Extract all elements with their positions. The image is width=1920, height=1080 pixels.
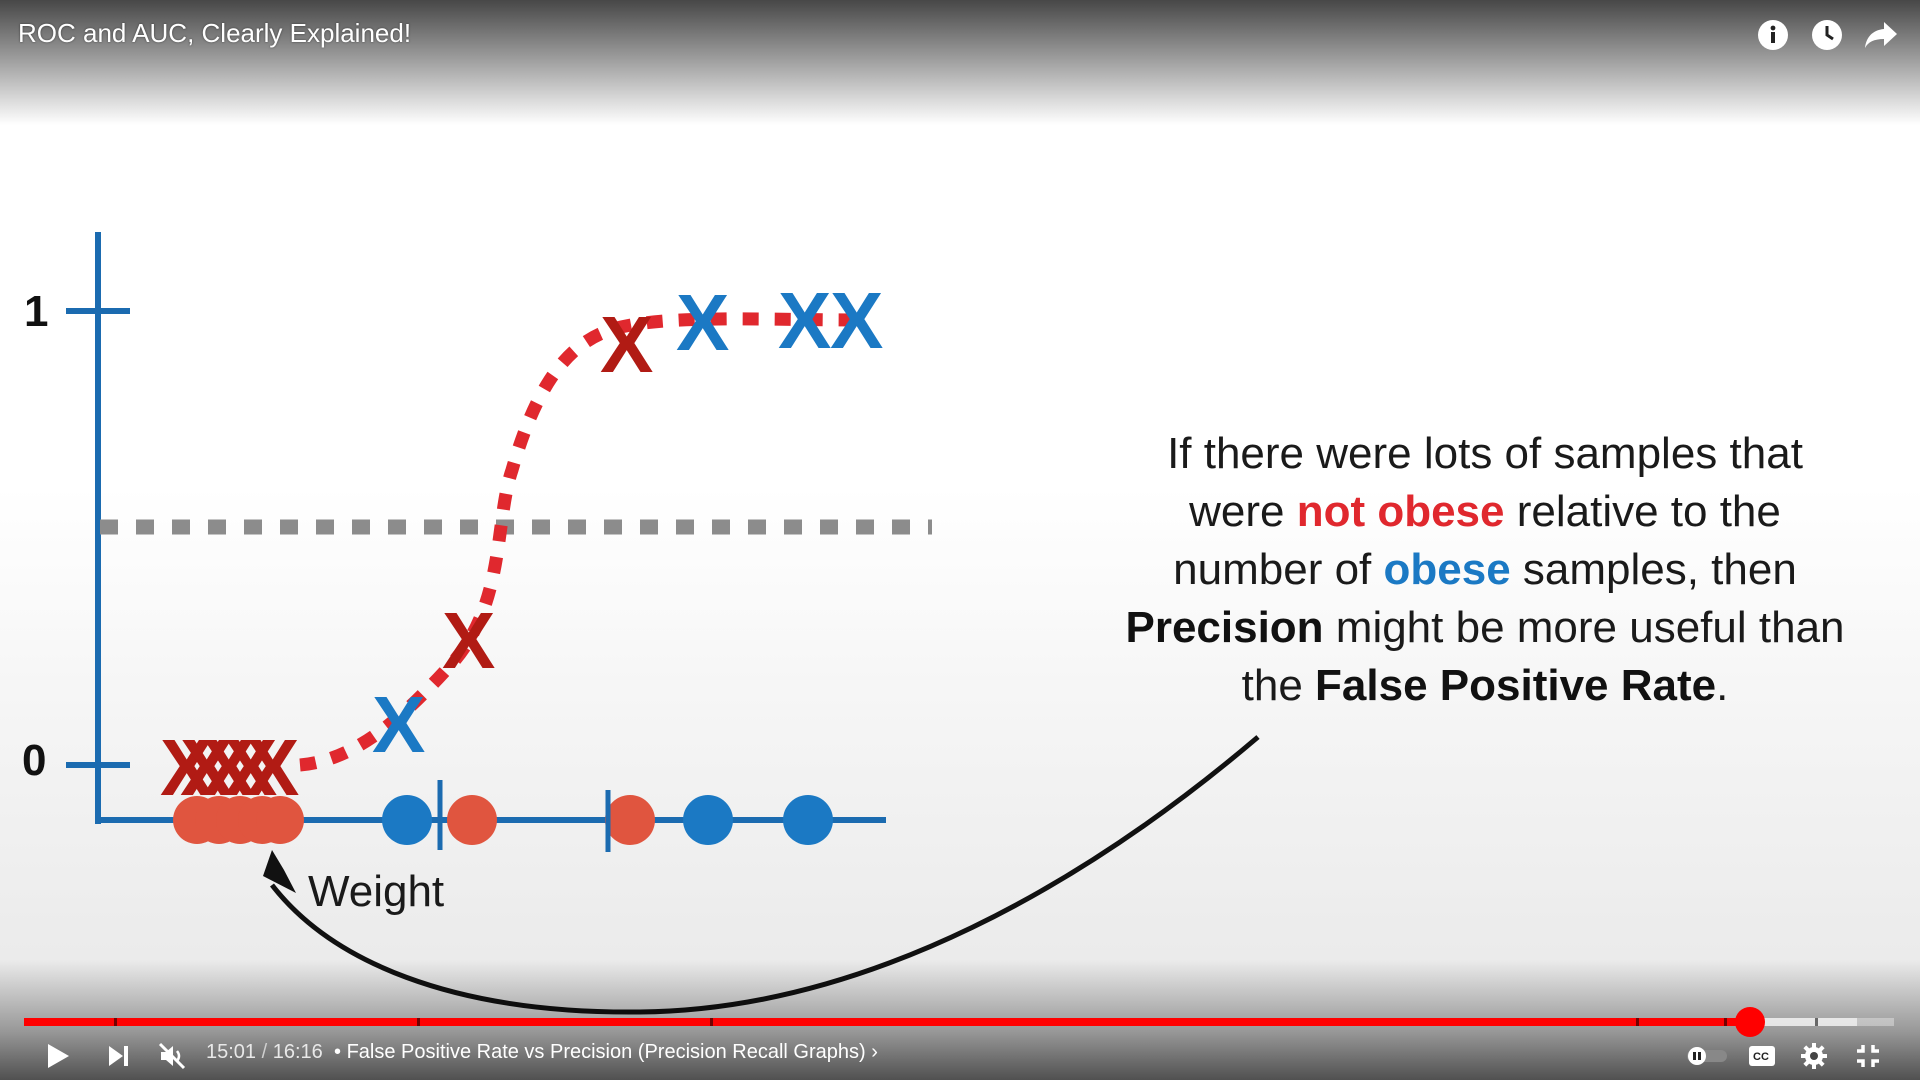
chapter-label: False Positive Rate vs Precision (Precis… — [346, 1041, 866, 1063]
red-x-marker: X — [202, 723, 255, 812]
caption-span: samples, then — [1510, 545, 1797, 594]
y-tick-1-label: 1 — [24, 287, 48, 336]
chapter-gap — [1815, 1018, 1819, 1026]
blue-x-marker: X — [372, 680, 425, 769]
blue-x-marker: X — [778, 276, 831, 365]
chapter-gap — [416, 1018, 420, 1026]
blue-sample-dot — [683, 795, 733, 845]
autoplay-toggle[interactable] — [1682, 1036, 1732, 1076]
caption-line: were not obese relative to the — [1075, 483, 1895, 541]
caption-span: number of — [1173, 545, 1384, 594]
red-x-marker: X — [180, 723, 233, 812]
info-icon[interactable] — [1754, 16, 1792, 54]
x-axis-label: Weight — [308, 867, 444, 916]
red-x-marker: X — [442, 596, 495, 685]
chapter-bullet: • — [334, 1041, 342, 1063]
subtitles-icon[interactable]: CC — [1740, 1036, 1784, 1076]
time-separator: / — [261, 1041, 268, 1063]
top-overlay — [0, 0, 1920, 125]
exit-fullscreen-icon[interactable] — [1846, 1036, 1890, 1076]
caption-line: Precision might be more useful than — [1075, 599, 1895, 657]
red-sample-dot — [447, 795, 497, 845]
caption-span: If there were lots of samples that — [1167, 429, 1803, 478]
progress-played — [24, 1018, 1750, 1026]
blue-sample-dot — [783, 795, 833, 845]
next-icon[interactable] — [97, 1036, 141, 1076]
caption-line: number of obese samples, then — [1075, 541, 1895, 599]
chevron-right-icon: › — [871, 1041, 878, 1063]
caption-span: the — [1241, 661, 1316, 710]
red-x-marker: X — [160, 723, 213, 812]
blue-x-marker: X — [830, 276, 883, 365]
caption-line: If there were lots of samples that — [1075, 425, 1895, 483]
chapter-gap — [1635, 1018, 1639, 1026]
fpr-highlight: False Positive Rate — [1315, 661, 1717, 710]
red-x-marker: X — [246, 723, 299, 812]
red-sample-dot — [256, 796, 304, 844]
obese-highlight: obese — [1383, 545, 1511, 594]
red-x-marker: X — [224, 723, 277, 812]
progress-bar[interactable] — [24, 1007, 1894, 1037]
time-display: 15:01 / 16:16 — [206, 1041, 323, 1064]
precision-highlight: Precision — [1125, 603, 1324, 652]
video-title[interactable]: ROC and AUC, Clearly Explained! — [18, 18, 412, 48]
caption-span: were — [1189, 487, 1297, 536]
current-time: 15:01 — [206, 1041, 257, 1063]
not-obese-highlight: not obese — [1296, 487, 1505, 536]
chapter-gap — [1723, 1018, 1727, 1026]
arrowhead — [263, 850, 296, 893]
caption-text: If there were lots of samples that were … — [1075, 425, 1895, 715]
caption-span: . — [1716, 661, 1729, 710]
share-icon[interactable] — [1862, 16, 1900, 54]
chapter-title[interactable]: • False Positive Rate vs Precision (Prec… — [334, 1041, 878, 1064]
caption-line: the False Positive Rate. — [1075, 657, 1895, 715]
caption-span: might be more useful than — [1323, 603, 1845, 652]
progress-scrubber[interactable] — [1735, 1007, 1765, 1037]
duration: 16:16 — [272, 1041, 323, 1063]
y-tick-0-label: 0 — [22, 736, 46, 785]
caption-span: relative to the — [1504, 487, 1781, 536]
play-icon[interactable] — [36, 1036, 80, 1076]
red-sample-dot — [605, 795, 655, 845]
player-controls: 15:01 / 16:16 • False Positive Rate vs P… — [0, 1030, 1920, 1080]
chapter-gap — [113, 1018, 117, 1026]
red-x-marker: X — [600, 300, 653, 389]
settings-icon[interactable] — [1792, 1036, 1836, 1076]
mute-icon[interactable] — [150, 1036, 194, 1076]
blue-x-marker: X — [676, 278, 729, 367]
blue-sample-dot — [382, 795, 432, 845]
chapter-gap — [710, 1018, 714, 1026]
logistic-curve — [299, 312, 871, 772]
svg-text:CC: CC — [1753, 1051, 1769, 1063]
clock-icon[interactable] — [1808, 16, 1846, 54]
